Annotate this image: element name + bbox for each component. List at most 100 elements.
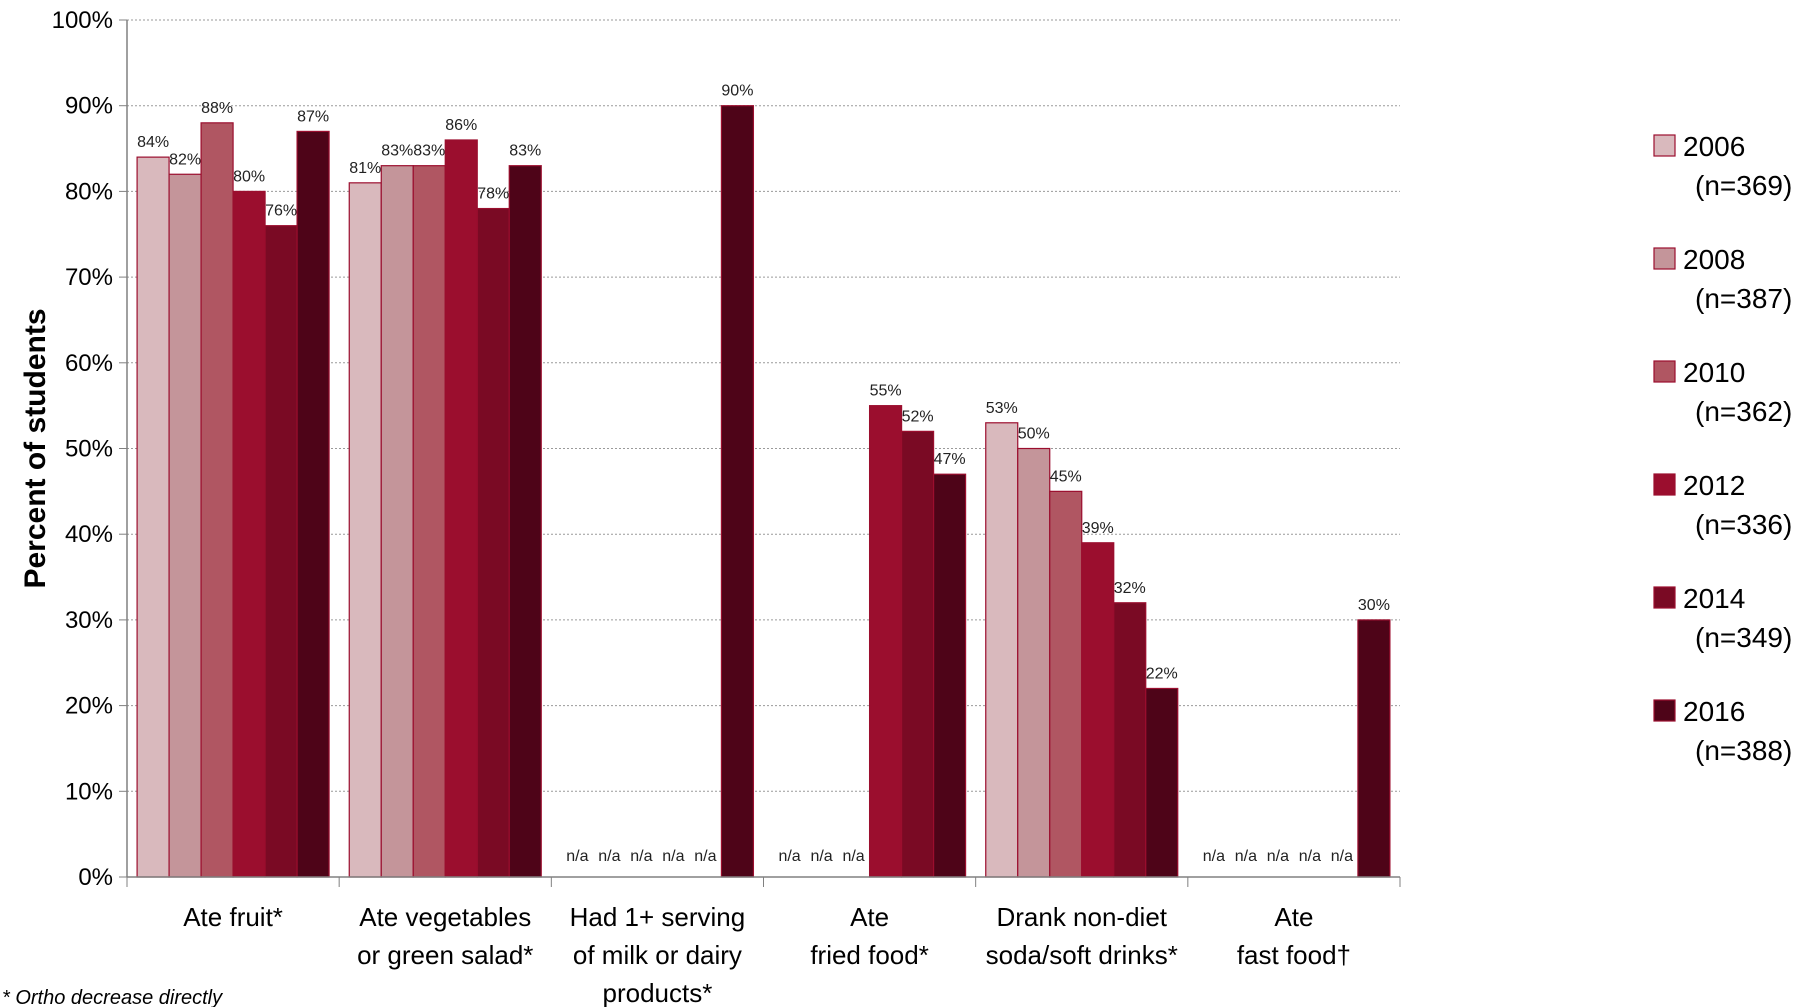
data-label: n/a xyxy=(1267,848,1289,865)
data-labels: 84%82%88%80%76%87%81%83% 83%86%78%83%n/a n… xyxy=(137,83,1390,865)
category-label: Ate vegetables xyxy=(359,902,531,932)
category-label: Ate xyxy=(1274,902,1313,932)
bar xyxy=(264,225,298,878)
y-tick-label: 10% xyxy=(65,778,113,805)
data-label: n/a xyxy=(694,848,716,865)
data-label: 76% xyxy=(265,203,297,220)
bar xyxy=(412,165,446,878)
data-label: 80% xyxy=(233,168,265,185)
data-label: n/a xyxy=(810,848,832,865)
data-label: 45% xyxy=(1050,468,1082,485)
legend-swatch xyxy=(1653,586,1676,609)
legend-n: (n=336) xyxy=(1695,509,1792,540)
bar xyxy=(168,173,202,878)
data-label: n/a xyxy=(842,848,864,865)
bar xyxy=(232,190,266,878)
legend-n: (n=349) xyxy=(1695,622,1792,653)
data-label: 30% xyxy=(1358,597,1390,614)
legend-swatch xyxy=(1653,473,1676,496)
bars xyxy=(136,105,1391,878)
data-label: 78% xyxy=(477,186,509,203)
data-label: n/a xyxy=(662,848,684,865)
legend-label: 2014 xyxy=(1683,583,1745,614)
bar xyxy=(296,130,330,878)
data-label: n/a xyxy=(1203,848,1225,865)
data-label: n/a xyxy=(1299,848,1321,865)
y-tick-labels: 0% 10% 20% 30% 40% 50% 60% 70% 80% 90% 100% xyxy=(52,7,113,891)
bar xyxy=(508,165,542,878)
data-label: 87% xyxy=(297,108,329,125)
legend-label: 2016 xyxy=(1683,696,1745,727)
y-tick-label: 80% xyxy=(65,178,113,205)
data-label: n/a xyxy=(1331,848,1353,865)
legend-n: (n=369) xyxy=(1695,170,1792,201)
data-label: 83% xyxy=(413,143,445,160)
bar xyxy=(1145,687,1179,878)
axes xyxy=(119,19,1401,887)
category-label: soda/soft drinks* xyxy=(986,940,1178,970)
legend: 2006 (n=369) 2008 (n=387) 2010 (n=362) 2012 (n=… xyxy=(1653,131,1792,766)
category-label: Ate xyxy=(850,902,889,932)
data-label: 47% xyxy=(934,451,966,468)
bar xyxy=(900,430,935,878)
bar xyxy=(1017,447,1051,878)
bar xyxy=(476,207,510,878)
legend-swatch xyxy=(1653,699,1676,722)
legend-swatch xyxy=(1653,360,1676,383)
bar xyxy=(868,405,903,878)
y-tick-label: 50% xyxy=(65,436,113,463)
data-label: 22% xyxy=(1146,665,1178,682)
legend-swatch xyxy=(1653,134,1676,157)
data-label: 84% xyxy=(137,134,169,151)
y-tick-label: 0% xyxy=(78,864,113,891)
data-label: 86% xyxy=(445,117,477,134)
category-label: or green salad* xyxy=(357,940,533,970)
data-label: 83% xyxy=(381,143,413,160)
bar xyxy=(1081,542,1115,878)
bar xyxy=(444,139,478,878)
data-label: 32% xyxy=(1114,580,1146,597)
legend-label: 2010 xyxy=(1683,357,1745,388)
y-tick-label: 60% xyxy=(65,350,113,377)
data-label: 39% xyxy=(1082,520,1114,537)
y-tick-label: 30% xyxy=(65,607,113,634)
data-label: 83% xyxy=(509,143,541,160)
bar xyxy=(1049,490,1083,878)
category-label: fast food† xyxy=(1237,940,1351,970)
data-label: n/a xyxy=(1235,848,1257,865)
bar xyxy=(200,122,234,878)
category-label: of milk or dairy xyxy=(573,940,742,970)
data-label: 55% xyxy=(870,383,902,400)
bar xyxy=(348,182,382,878)
y-axis-label: Percent of students xyxy=(19,308,52,588)
category-label: Drank non-diet xyxy=(996,902,1167,932)
footnote: * Ortho decrease directly xyxy=(2,987,223,1007)
bar xyxy=(932,473,967,878)
bar xyxy=(720,105,755,878)
bar xyxy=(1113,602,1147,878)
data-label: 53% xyxy=(986,400,1018,417)
legend-label: 2012 xyxy=(1683,470,1745,501)
category-label: Had 1+ serving xyxy=(570,902,746,932)
data-label: 88% xyxy=(201,100,233,117)
legend-label: 2006 xyxy=(1683,131,1745,162)
data-label: 90% xyxy=(721,83,753,100)
y-tick-label: 90% xyxy=(65,93,113,120)
legend-swatch xyxy=(1653,247,1676,270)
data-label: n/a xyxy=(566,848,588,865)
data-label: n/a xyxy=(778,848,800,865)
legend-n: (n=362) xyxy=(1695,396,1792,427)
category-label: fried food* xyxy=(810,940,929,970)
y-tick-label: 100% xyxy=(52,7,113,34)
data-label: n/a xyxy=(598,848,620,865)
data-label: 81% xyxy=(349,160,381,177)
gridlines xyxy=(127,19,1400,792)
y-tick-label: 20% xyxy=(65,693,113,720)
data-label: 52% xyxy=(902,408,934,425)
bar xyxy=(380,165,414,878)
legend-n: (n=388) xyxy=(1695,735,1792,766)
legend-n: (n=387) xyxy=(1695,283,1792,314)
data-label: n/a xyxy=(630,848,652,865)
data-label: 82% xyxy=(169,151,201,168)
